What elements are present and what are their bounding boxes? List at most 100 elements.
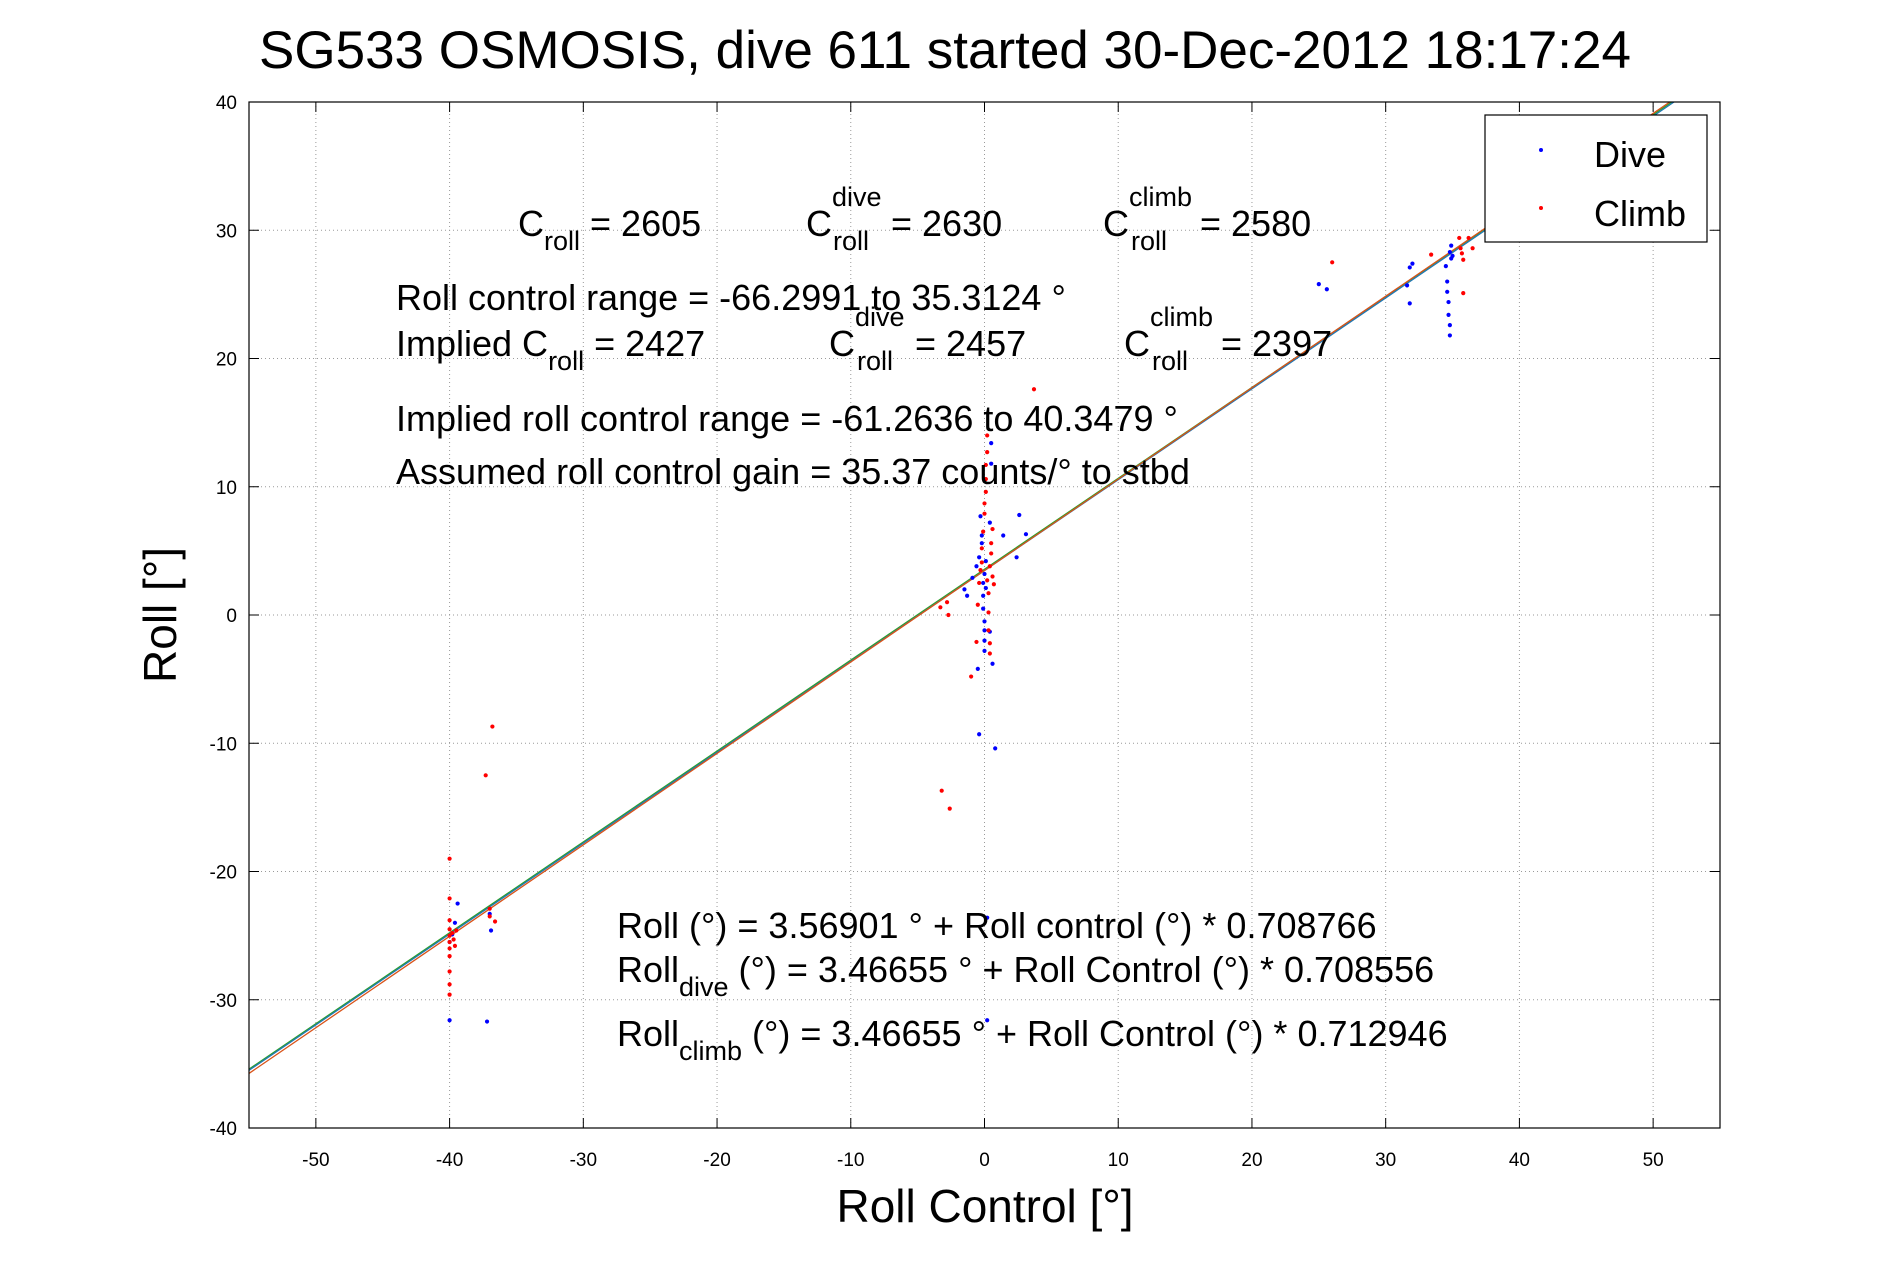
annotation-block-calibration: Croll = 2605 Cdive roll = 2630 Cclimb ro… <box>396 182 1332 492</box>
x-tick-label: -50 <box>302 1150 329 1171</box>
fit-lines <box>248 101 1675 1074</box>
data-point-dive <box>965 593 970 598</box>
x-tick-label: -10 <box>837 1150 864 1171</box>
data-point-dive <box>1001 533 1006 538</box>
data-point-climb <box>487 914 492 919</box>
data-point-climb <box>452 943 458 948</box>
data-point-dive <box>981 580 986 586</box>
data-point-dive <box>1445 279 1450 284</box>
data-point-climb <box>987 641 992 646</box>
data-point-climb <box>1429 252 1434 257</box>
data-point-dive <box>982 638 987 643</box>
annotation-c-roll-dive-value: = 2630 <box>891 203 1002 244</box>
y-tick-label: 20 <box>216 350 237 371</box>
data-point-climb <box>447 933 452 938</box>
data-point-dive <box>1017 512 1022 518</box>
data-point-climb <box>989 551 994 556</box>
data-point-climb <box>447 939 452 945</box>
data-point-dive <box>1450 253 1455 258</box>
annotation-equation-all: Roll (°) = 3.56901 ° + Roll control (°) … <box>617 905 1377 946</box>
annotation-implied-c-roll-dive-sub: roll <box>857 346 893 376</box>
data-point-climb <box>990 574 995 579</box>
data-point-dive <box>1014 555 1019 560</box>
annotation-implied-c-roll-climb-sub: roll <box>1152 346 1188 376</box>
data-point-climb <box>451 937 456 942</box>
data-point-climb <box>447 954 452 959</box>
data-point-climb <box>447 896 452 901</box>
data-point-climb <box>986 591 991 596</box>
data-point-dive <box>1447 333 1452 338</box>
data-point-climb <box>1031 387 1037 392</box>
data-point-dive <box>1449 243 1454 248</box>
data-point-climb <box>944 600 950 605</box>
data-point-climb <box>1470 246 1475 251</box>
data-point-climb <box>447 927 452 932</box>
data-point-climb <box>1458 246 1463 251</box>
data-point-dive <box>484 1019 490 1024</box>
data-point-climb <box>985 578 990 583</box>
annotation-gain: Assumed roll control gain = 35.37 counts… <box>396 451 1190 492</box>
data-point-dive <box>455 901 460 906</box>
data-point-climb <box>983 489 988 494</box>
annotation-implied-c-roll-climb: Cclimb <box>1124 302 1213 364</box>
x-tick-label: -40 <box>436 1150 463 1171</box>
y-tick-label: 40 <box>216 93 237 114</box>
data-point-climb <box>447 918 452 923</box>
y-axis-label: Roll [°] <box>134 547 186 683</box>
data-point-dive <box>1407 301 1412 306</box>
annotation-c-roll-dive: Cdive <box>806 182 882 244</box>
legend-marker-dive <box>1539 148 1543 152</box>
legend-label-climb: Climb <box>1594 193 1686 234</box>
data-point-dive <box>975 666 980 671</box>
data-point-climb <box>987 564 992 569</box>
data-point-climb <box>977 580 982 586</box>
data-point-dive <box>1446 312 1451 317</box>
axis-ticks: -50 -40 -30 -20 -10 0 10 20 30 40 50 -40 -30 -20 -10 0 1… <box>210 93 1720 1171</box>
annotation-implied-c-roll-dive-value: = 2457 <box>915 323 1026 364</box>
annotation-equation-climb: Rollclimb (°) = 3.46655 ° + Roll Control… <box>617 1013 1448 1066</box>
annotation-c-roll: Croll = 2605 <box>518 203 701 256</box>
data-point-climb <box>987 651 992 656</box>
data-point-climb <box>985 433 990 438</box>
data-point-dive <box>989 441 994 446</box>
data-point-climb <box>974 639 979 645</box>
data-point-dive <box>452 920 458 925</box>
annotation-implied-c-roll-dive: Cdive <box>829 302 905 364</box>
data-point-dive <box>1443 264 1448 269</box>
data-point-dive <box>974 564 979 569</box>
y-tick-label: -10 <box>210 734 237 755</box>
data-point-climb <box>454 928 459 933</box>
x-tick-label: 50 <box>1643 1150 1664 1171</box>
data-point-dive <box>1316 282 1321 287</box>
data-point-climb <box>939 788 944 793</box>
x-tick-label: 0 <box>979 1150 990 1171</box>
data-point-dive <box>989 461 994 466</box>
data-point-dive <box>488 928 494 933</box>
annotation-c-roll-climb-sub: roll <box>1131 226 1167 256</box>
data-point-dive <box>981 606 986 611</box>
data-point-dive <box>982 619 987 624</box>
data-point-climb <box>450 930 455 936</box>
data-point-dive <box>982 628 987 633</box>
annotation-equation-dive: Rolldive (°) = 3.46655 ° + Roll Control … <box>617 949 1434 1002</box>
data-point-dive <box>1404 283 1410 288</box>
data-point-climb <box>938 605 943 610</box>
data-point-climb <box>447 856 452 861</box>
annotation-control-range: Roll control range = -66.2991 to 35.3124… <box>396 277 1066 318</box>
data-point-dive <box>993 746 998 751</box>
legend-box <box>1484 114 1708 243</box>
data-point-dive <box>978 514 983 519</box>
y-tick-label: 0 <box>226 606 237 627</box>
legend-marker-climb <box>1539 206 1543 210</box>
data-point-climb <box>969 674 974 679</box>
data-point-dive <box>962 587 967 592</box>
grid-lines <box>249 101 1720 1129</box>
data-point-dive <box>447 1018 452 1023</box>
data-point-climb <box>981 529 986 534</box>
x-tick-label: 40 <box>1509 1150 1530 1171</box>
y-tick-label: -20 <box>210 863 237 884</box>
data-point-dive <box>985 1018 990 1023</box>
data-point-dive <box>1446 299 1451 305</box>
data-point-dive <box>982 571 987 577</box>
data-point-dive <box>987 520 992 525</box>
